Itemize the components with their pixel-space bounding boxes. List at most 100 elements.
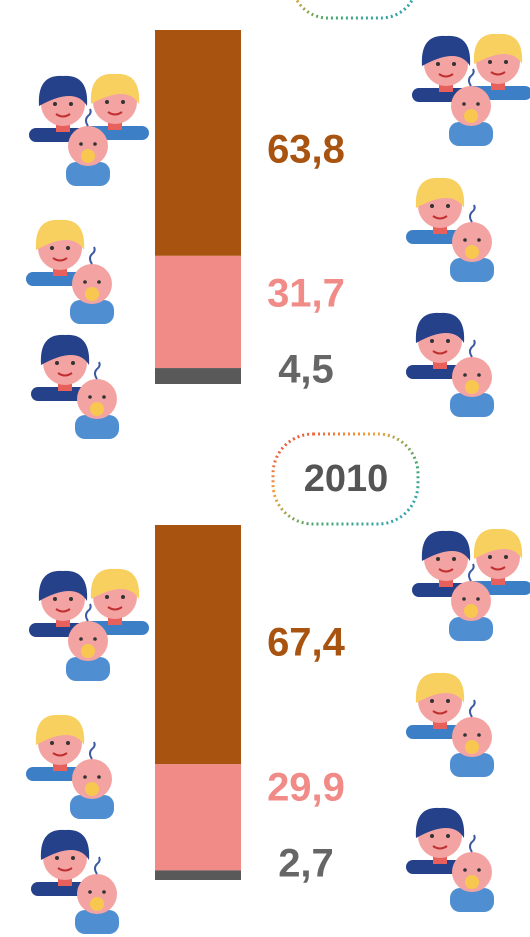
mouth: [432, 845, 448, 850]
curl: [468, 68, 475, 87]
eye: [83, 775, 87, 779]
eye: [476, 102, 480, 106]
hair: [35, 219, 85, 250]
baby-icon: [449, 68, 493, 146]
hair: [421, 530, 471, 561]
hair: [38, 570, 88, 601]
baby-icon: [66, 108, 110, 186]
eye: [477, 733, 481, 737]
adult-icon: [406, 672, 474, 739]
eye: [452, 62, 456, 66]
neck: [58, 876, 72, 886]
eye: [430, 204, 434, 208]
eye: [121, 100, 125, 104]
mouth: [432, 215, 448, 220]
neck: [439, 82, 453, 92]
mouth: [490, 71, 506, 76]
mouth: [107, 606, 123, 611]
eye: [436, 557, 440, 561]
eye: [463, 373, 467, 377]
pacifier: [465, 245, 479, 259]
body: [66, 162, 110, 186]
eye: [462, 102, 466, 106]
eye: [436, 62, 440, 66]
body: [450, 753, 494, 777]
pacifier: [81, 149, 95, 163]
mouth: [490, 566, 506, 571]
neck: [491, 575, 505, 585]
eye: [83, 280, 87, 284]
eye: [53, 102, 57, 106]
pacifier: [464, 109, 478, 123]
hair: [90, 568, 140, 599]
eye: [93, 637, 97, 641]
body: [70, 300, 114, 324]
mouth: [55, 608, 71, 613]
eye: [430, 699, 434, 703]
eye: [88, 890, 92, 894]
neck: [53, 761, 67, 771]
hair: [415, 807, 465, 838]
pacifier: [90, 402, 104, 416]
eye: [50, 741, 54, 745]
pacifier: [90, 897, 104, 911]
eye: [463, 868, 467, 872]
eye: [446, 339, 450, 343]
eye: [477, 868, 481, 872]
neck: [58, 381, 72, 391]
hair: [415, 672, 465, 703]
hair: [40, 829, 90, 860]
neck: [433, 359, 447, 369]
eye: [105, 595, 109, 599]
hair: [473, 33, 523, 64]
curl: [469, 204, 476, 223]
value-label: 31,7: [267, 272, 345, 316]
curl: [85, 108, 92, 127]
mouth: [57, 372, 73, 377]
body: [75, 415, 119, 439]
eye: [50, 246, 54, 250]
bar-segment: [155, 525, 241, 765]
eye: [97, 280, 101, 284]
eye: [477, 373, 481, 377]
head: [77, 379, 117, 419]
eye: [452, 557, 456, 561]
body: [450, 888, 494, 912]
curl: [468, 563, 475, 582]
eye: [53, 597, 57, 601]
pacifier: [465, 875, 479, 889]
mouth: [432, 710, 448, 715]
value-label: 4,5: [278, 348, 334, 392]
baby-icon: [75, 361, 119, 439]
pacifier: [85, 287, 99, 301]
eye: [102, 890, 106, 894]
hair: [38, 75, 88, 106]
baby-icon: [450, 339, 494, 417]
body: [449, 617, 493, 641]
mouth: [438, 568, 454, 573]
eye: [55, 361, 59, 365]
mouth: [52, 257, 68, 262]
eye: [476, 597, 480, 601]
curl: [469, 339, 476, 358]
curl: [89, 741, 96, 760]
eye: [488, 555, 492, 559]
eye: [69, 102, 73, 106]
head: [77, 874, 117, 914]
eye: [93, 142, 97, 146]
eye: [79, 142, 83, 146]
body: [75, 910, 119, 934]
baby-icon: [66, 603, 110, 681]
eye: [66, 741, 70, 745]
baby-icon: [450, 834, 494, 912]
value-label: 29,9: [267, 766, 345, 810]
head: [452, 222, 492, 262]
neck: [433, 224, 447, 234]
hair: [415, 312, 465, 343]
body: [450, 258, 494, 282]
bar-segment: [155, 764, 241, 871]
baby-icon: [70, 741, 114, 819]
baby-icon: [75, 856, 119, 934]
eye: [463, 733, 467, 737]
baby-icon: [70, 246, 114, 324]
